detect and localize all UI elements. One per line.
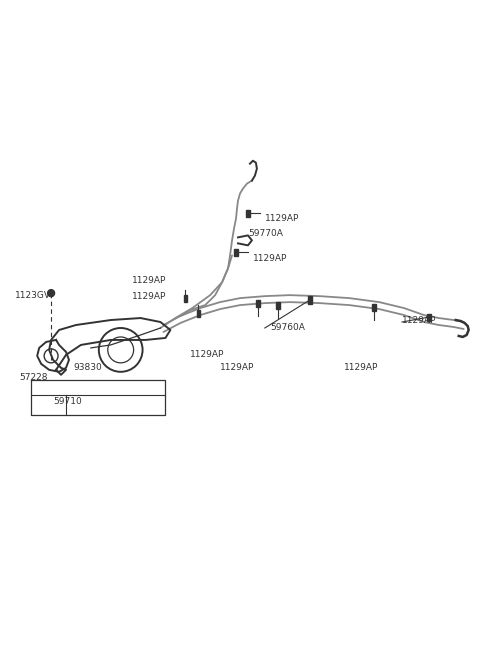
Text: 1129AP: 1129AP <box>344 364 379 372</box>
Bar <box>256 299 260 307</box>
Bar <box>234 249 238 256</box>
Bar <box>308 296 312 305</box>
Text: 1129AP: 1129AP <box>190 350 225 360</box>
Text: 59710: 59710 <box>53 397 82 406</box>
Bar <box>276 301 279 309</box>
Text: 1129AP: 1129AP <box>253 253 288 263</box>
Text: 1129AP: 1129AP <box>265 214 299 223</box>
Text: 93830: 93830 <box>73 364 102 372</box>
Bar <box>427 314 431 320</box>
Text: 57228: 57228 <box>19 373 48 383</box>
Bar <box>196 310 200 316</box>
Text: 1129AP: 1129AP <box>132 291 166 301</box>
Text: 1129AP: 1129AP <box>220 364 254 372</box>
Bar <box>372 304 376 310</box>
Text: 59770A: 59770A <box>248 229 283 238</box>
Text: 1129AP: 1129AP <box>132 276 166 285</box>
Text: 1123GV: 1123GV <box>15 291 51 299</box>
Bar <box>246 210 250 217</box>
Text: 59760A: 59760A <box>270 324 305 333</box>
Text: 1129AP: 1129AP <box>402 316 436 324</box>
Circle shape <box>48 290 55 297</box>
Bar <box>183 295 187 301</box>
